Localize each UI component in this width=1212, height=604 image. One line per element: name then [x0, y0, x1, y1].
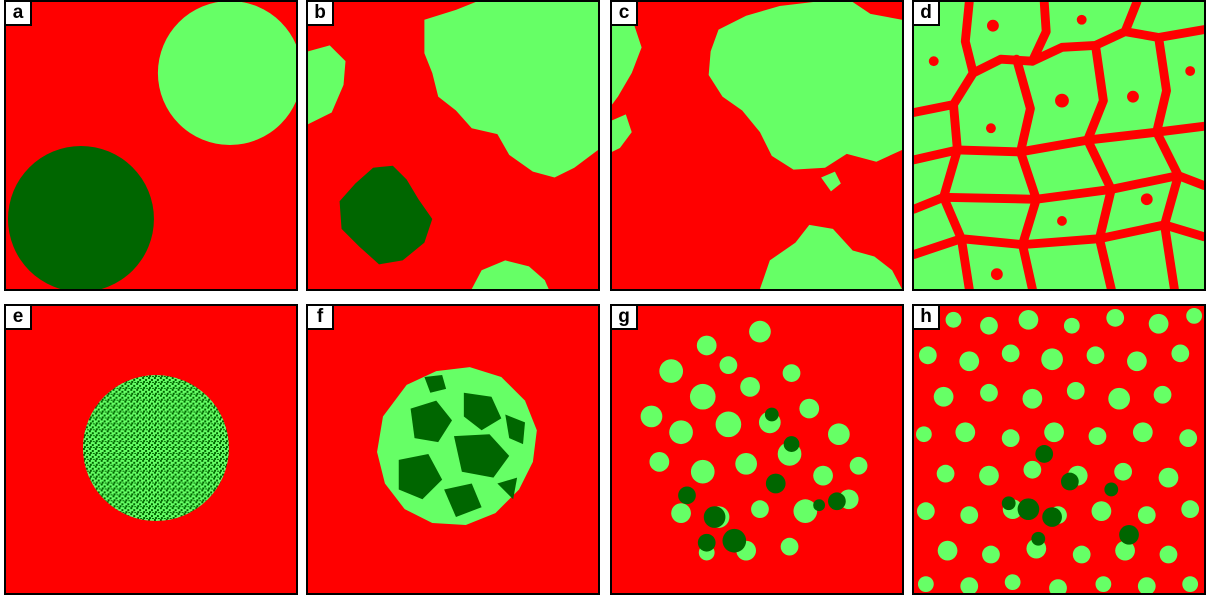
light-green-domain: [424, 2, 598, 178]
light-green-domain: [612, 19, 642, 105]
dark-green-domain: [339, 165, 433, 265]
light-green-clusters: [640, 320, 868, 561]
panel-label: h: [914, 306, 940, 330]
light-green-domain: [759, 224, 902, 289]
panel-label: b: [308, 2, 334, 26]
simulation-field-e: [82, 375, 229, 522]
light-green-domain: [471, 260, 549, 289]
red-boundary-network: [914, 2, 1204, 289]
light-green-domain: [612, 114, 632, 152]
simulation-field-f: [377, 367, 537, 525]
light-green-domain: [308, 45, 346, 125]
dark-green-clusters: [1001, 445, 1139, 546]
panel-label: a: [6, 2, 32, 26]
dark-green-domain: [8, 146, 154, 289]
simulation-field-c: [612, 2, 902, 289]
panel-label: d: [914, 2, 940, 26]
panel-label: f: [308, 306, 334, 330]
light-green-domain: [708, 2, 902, 170]
panel-c: c: [610, 0, 904, 291]
light-green-clusters: [915, 307, 1203, 593]
simulation-field-b: [308, 2, 598, 289]
panel-e: e: [4, 304, 298, 595]
mixed-domain: [82, 375, 229, 522]
panel-d: d: [912, 0, 1206, 291]
panel-b: b: [306, 0, 600, 291]
simulation-field-d: [914, 2, 1204, 289]
panel-label: g: [612, 306, 638, 330]
dark-green-patches: [398, 375, 525, 518]
panel-f: f: [306, 304, 600, 595]
simulation-field-a: [8, 2, 296, 289]
simulation-field-g: [640, 320, 868, 561]
panel-label: c: [612, 2, 638, 26]
light-green-domain: [821, 171, 841, 192]
simulation-field-h: [915, 307, 1203, 593]
panel-label: e: [6, 306, 32, 330]
light-green-domain: [157, 2, 296, 145]
panel-g: g: [610, 304, 904, 595]
dark-green-clusters: [678, 407, 846, 553]
panel-a: a: [4, 0, 298, 291]
panel-h: h: [912, 304, 1206, 595]
red-holes: [928, 14, 1196, 281]
